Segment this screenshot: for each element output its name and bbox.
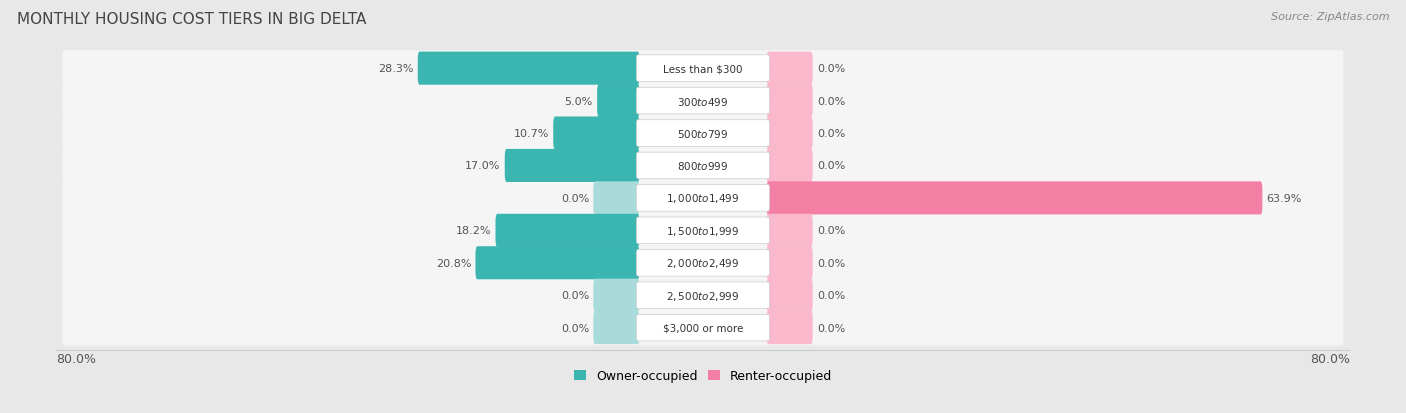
Text: 0.0%: 0.0% [817, 161, 845, 171]
Text: $2,000 to $2,499: $2,000 to $2,499 [666, 256, 740, 270]
Text: $800 to $999: $800 to $999 [678, 160, 728, 172]
FancyBboxPatch shape [637, 250, 769, 276]
FancyBboxPatch shape [62, 180, 1344, 216]
Text: $1,000 to $1,499: $1,000 to $1,499 [666, 192, 740, 205]
FancyBboxPatch shape [62, 51, 1344, 87]
Text: Less than $300: Less than $300 [664, 64, 742, 74]
Text: $2,500 to $2,999: $2,500 to $2,999 [666, 289, 740, 302]
FancyBboxPatch shape [766, 247, 813, 280]
FancyBboxPatch shape [766, 214, 813, 247]
FancyBboxPatch shape [553, 117, 640, 150]
Text: 0.0%: 0.0% [561, 290, 589, 301]
Text: 0.0%: 0.0% [561, 193, 589, 203]
FancyBboxPatch shape [766, 52, 813, 85]
FancyBboxPatch shape [62, 213, 1344, 249]
FancyBboxPatch shape [475, 247, 640, 280]
Text: 5.0%: 5.0% [565, 96, 593, 106]
FancyBboxPatch shape [637, 121, 769, 147]
Text: Source: ZipAtlas.com: Source: ZipAtlas.com [1271, 12, 1389, 22]
FancyBboxPatch shape [598, 85, 640, 118]
Text: MONTHLY HOUSING COST TIERS IN BIG DELTA: MONTHLY HOUSING COST TIERS IN BIG DELTA [17, 12, 366, 27]
FancyBboxPatch shape [62, 148, 1344, 184]
FancyBboxPatch shape [766, 182, 1263, 215]
FancyBboxPatch shape [637, 185, 769, 212]
FancyBboxPatch shape [593, 182, 640, 215]
FancyBboxPatch shape [637, 56, 769, 82]
Text: 0.0%: 0.0% [817, 226, 845, 236]
Text: 17.0%: 17.0% [465, 161, 501, 171]
Text: $1,500 to $1,999: $1,500 to $1,999 [666, 224, 740, 237]
FancyBboxPatch shape [505, 150, 640, 183]
Text: 0.0%: 0.0% [561, 323, 589, 333]
Text: 80.0%: 80.0% [1310, 352, 1350, 365]
FancyBboxPatch shape [62, 116, 1344, 152]
FancyBboxPatch shape [766, 279, 813, 312]
FancyBboxPatch shape [593, 311, 640, 344]
FancyBboxPatch shape [637, 153, 769, 179]
FancyBboxPatch shape [637, 282, 769, 309]
FancyBboxPatch shape [62, 310, 1344, 346]
Text: $300 to $499: $300 to $499 [678, 95, 728, 107]
FancyBboxPatch shape [62, 83, 1344, 119]
FancyBboxPatch shape [418, 52, 640, 85]
FancyBboxPatch shape [62, 278, 1344, 313]
FancyBboxPatch shape [637, 88, 769, 114]
FancyBboxPatch shape [766, 311, 813, 344]
FancyBboxPatch shape [637, 315, 769, 341]
FancyBboxPatch shape [766, 150, 813, 183]
Text: 18.2%: 18.2% [456, 226, 491, 236]
Text: 0.0%: 0.0% [817, 323, 845, 333]
Text: 0.0%: 0.0% [817, 258, 845, 268]
Text: 80.0%: 80.0% [56, 352, 96, 365]
Legend: Owner-occupied, Renter-occupied: Owner-occupied, Renter-occupied [574, 369, 832, 382]
Text: 0.0%: 0.0% [817, 64, 845, 74]
FancyBboxPatch shape [62, 245, 1344, 281]
FancyBboxPatch shape [766, 117, 813, 150]
Text: $3,000 or more: $3,000 or more [662, 323, 744, 333]
FancyBboxPatch shape [766, 85, 813, 118]
Text: 0.0%: 0.0% [817, 290, 845, 301]
Text: 0.0%: 0.0% [817, 96, 845, 106]
Text: 28.3%: 28.3% [378, 64, 413, 74]
Text: 20.8%: 20.8% [436, 258, 471, 268]
Text: 63.9%: 63.9% [1267, 193, 1302, 203]
Text: 10.7%: 10.7% [513, 129, 548, 139]
FancyBboxPatch shape [495, 214, 640, 247]
FancyBboxPatch shape [637, 218, 769, 244]
Text: $500 to $799: $500 to $799 [678, 128, 728, 140]
FancyBboxPatch shape [593, 279, 640, 312]
Text: 0.0%: 0.0% [817, 129, 845, 139]
